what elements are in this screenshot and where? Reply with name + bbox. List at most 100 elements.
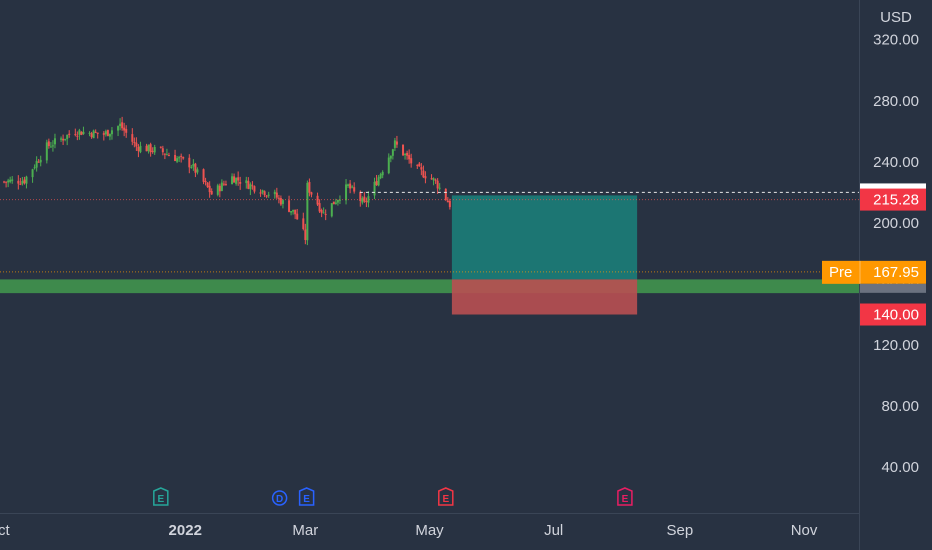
candle (434, 178, 437, 184)
event-marker-shape (271, 490, 288, 506)
candle (33, 164, 36, 170)
time-tick-label: Sep (667, 522, 694, 539)
price-tick-label: 280.00 (873, 93, 919, 110)
candle-body (153, 146, 156, 153)
candle (106, 129, 109, 137)
candle-body (430, 178, 433, 180)
candle-body (133, 142, 136, 144)
candle-body (334, 202, 337, 204)
candle-body (249, 184, 252, 190)
candle (290, 211, 293, 216)
candle (404, 152, 407, 160)
candle (188, 154, 191, 174)
event-marker-d[interactable]: D (271, 490, 288, 506)
candle (308, 178, 311, 197)
candle (218, 183, 221, 198)
candle-body (64, 138, 67, 140)
event-marker-e[interactable]: E (153, 487, 169, 506)
event-marker-e[interactable]: E (298, 487, 315, 506)
plot-area[interactable] (0, 116, 859, 315)
candle-body (104, 131, 107, 135)
candle-body (424, 176, 427, 179)
candle (180, 153, 183, 163)
candle (94, 129, 97, 134)
candle-body (96, 132, 99, 134)
candle-body (204, 181, 207, 183)
candle-body (267, 194, 270, 196)
stop-price-badge (860, 303, 926, 326)
candle-body (92, 130, 95, 139)
candle-body (318, 203, 321, 212)
candle (35, 156, 38, 172)
time-tick-label: Jul (544, 522, 563, 539)
premarket-badge (822, 260, 926, 284)
candle (316, 192, 319, 206)
candle-body (151, 150, 154, 152)
candle-body (389, 155, 392, 159)
candle (279, 195, 282, 206)
candle-body (273, 191, 276, 195)
event-marker-label: E (303, 494, 310, 505)
candle (367, 191, 370, 208)
candle-body (281, 200, 284, 204)
candle-body (395, 141, 398, 145)
event-marker-e[interactable]: E (617, 487, 633, 506)
candle-body (80, 131, 83, 135)
candle (60, 136, 63, 142)
candle (131, 128, 134, 146)
candle-body (206, 182, 209, 188)
candle (110, 127, 113, 140)
candle-body (196, 169, 199, 173)
price-tick-label: 320.00 (873, 32, 919, 49)
candle (249, 182, 252, 196)
candle-body (165, 154, 168, 156)
candle (66, 134, 69, 146)
candle (62, 134, 65, 145)
candle-body (47, 141, 50, 147)
candle-body (446, 200, 449, 203)
candle-body (78, 130, 81, 135)
candle (408, 149, 411, 164)
candle (247, 177, 250, 190)
candle-body (33, 167, 36, 169)
candle (45, 139, 48, 164)
candle-body (222, 183, 225, 185)
candle (3, 180, 6, 184)
candle (222, 180, 225, 187)
candle (310, 191, 313, 198)
overlay-layer (0, 191, 859, 273)
candle (104, 129, 107, 137)
candle (432, 177, 435, 186)
candle-body (304, 229, 307, 240)
candle (17, 175, 20, 190)
candle-body (410, 158, 413, 164)
event-marker-label: E (622, 494, 629, 505)
candle (147, 144, 150, 154)
candle-body (21, 181, 24, 184)
candle (133, 137, 136, 148)
candle-body (11, 179, 14, 181)
candle-body (178, 157, 181, 159)
candle-body (174, 154, 177, 161)
candle-body (253, 186, 256, 192)
candle-body (408, 154, 411, 160)
candle (420, 163, 423, 176)
candle-body (231, 176, 234, 185)
event-marker-e[interactable]: E (438, 487, 454, 506)
time-axis[interactable]: Oct 2022 Mar May Jul Sep Nov (0, 522, 818, 539)
event-marker-shape (153, 487, 169, 506)
candle (108, 133, 111, 141)
stop-price-badge-label: 140.00 (873, 307, 919, 324)
candle-body (35, 160, 38, 168)
candle (49, 142, 52, 148)
candle-body (294, 209, 297, 215)
candle (39, 155, 42, 167)
candle (294, 209, 297, 220)
candle (322, 207, 325, 214)
premarket-tag-label: Pre (829, 264, 852, 281)
candle-body (316, 195, 319, 205)
candle-body (194, 163, 197, 173)
candle-body (420, 167, 423, 170)
